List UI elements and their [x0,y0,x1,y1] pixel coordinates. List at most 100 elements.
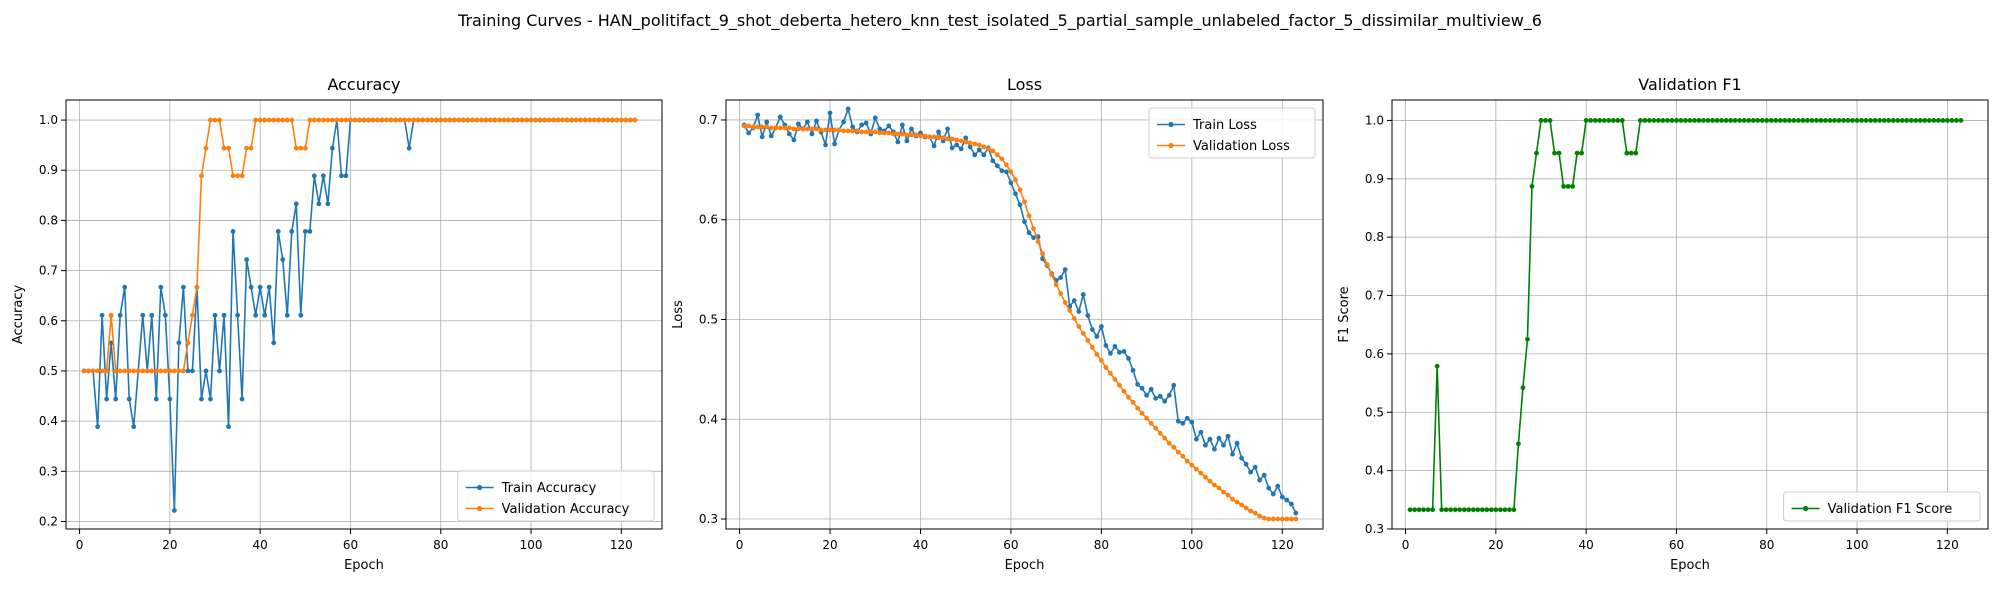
data-point [280,257,286,262]
data-point [1270,491,1276,497]
data-point [1117,350,1122,355]
y-tick-label: 0.4 [1365,464,1384,478]
data-point [1841,118,1846,123]
data-point [1430,507,1436,513]
data-point [140,312,146,318]
data-point [104,368,110,374]
data-point [1601,118,1607,123]
data-point [1890,118,1896,123]
data-point [954,142,960,148]
data-point [131,424,137,430]
data-point [1157,430,1163,436]
data-point [1022,199,1027,205]
y-tick-label: 0.3 [39,464,58,478]
data-point [167,396,173,402]
data-point [823,142,828,148]
data-point [741,123,747,129]
data-point [990,158,996,164]
data-point [1538,118,1544,123]
data-point [1804,118,1810,123]
data-point [1026,230,1032,236]
data-point [1071,298,1077,303]
data-point [1180,453,1186,459]
data-point [515,117,520,123]
data-point [591,117,597,123]
data-point [1619,118,1625,123]
data-point [809,126,815,132]
data-point [940,135,946,141]
data-point [899,122,905,128]
data-point [1207,478,1213,484]
data-point [262,117,268,123]
data-point [827,127,833,133]
data-point [1153,395,1159,401]
data-point [1013,177,1018,183]
data-point [1212,482,1217,488]
data-point [343,117,349,123]
data-point [1148,386,1154,392]
data-point [469,117,475,123]
data-point [190,368,195,374]
data-point [208,117,213,123]
data-point [936,135,941,141]
data-point [262,312,268,318]
data-point [1130,399,1136,405]
data-point [293,201,299,207]
data-point [86,368,91,374]
data-point [1669,118,1675,123]
data-point [1493,507,1499,513]
data-point [325,117,331,123]
data-point [185,340,191,346]
data-point [1741,118,1747,123]
data-point [239,396,245,402]
data-point [280,117,286,123]
data-point [1746,118,1752,123]
data-point [1886,118,1892,123]
data-point [1166,440,1172,446]
data-point [1085,313,1091,318]
data-point [791,137,797,143]
data-point [564,117,570,123]
data-point [759,134,765,140]
data-point [176,340,182,346]
data-point [1913,118,1919,123]
data-point [1288,501,1294,507]
data-point [1922,118,1928,123]
data-point [253,117,259,123]
data-point [1126,356,1131,361]
data-point [854,128,860,134]
data-point [1917,118,1923,123]
data-point [841,119,846,125]
chart-panel-1: 0 20 40 60 80 100 120 0.2 0.3 0.4 0.5 0.6 0.7 0.8 0.9 1… [11,75,663,573]
data-point [1062,300,1068,305]
data-point [1293,510,1299,516]
data-point [1180,420,1186,426]
data-point [1940,118,1946,123]
data-point [999,156,1005,162]
data-point [433,117,439,123]
data-point [850,128,856,134]
data-point [872,129,878,135]
data-point [546,117,552,123]
data-point [1279,494,1285,500]
data-point [782,125,788,131]
data-point [1040,251,1045,257]
figure-suptitle: Training Curves - HAN_politifact_9_shot_… [457,11,1542,31]
data-point [1574,150,1580,156]
data-point [1058,291,1064,296]
data-point [248,284,254,290]
data-point [1103,343,1109,348]
data-point [1737,118,1743,123]
data-point [1239,455,1244,461]
data-point [750,124,756,130]
data-point [1270,516,1276,522]
data-point [244,145,250,151]
data-point [954,137,960,143]
data-point [149,312,155,318]
data-point [1094,352,1100,357]
data-point [212,117,218,123]
data-point [1674,118,1679,123]
data-point [913,132,919,138]
data-point [814,118,819,124]
legend-marker [477,505,483,512]
